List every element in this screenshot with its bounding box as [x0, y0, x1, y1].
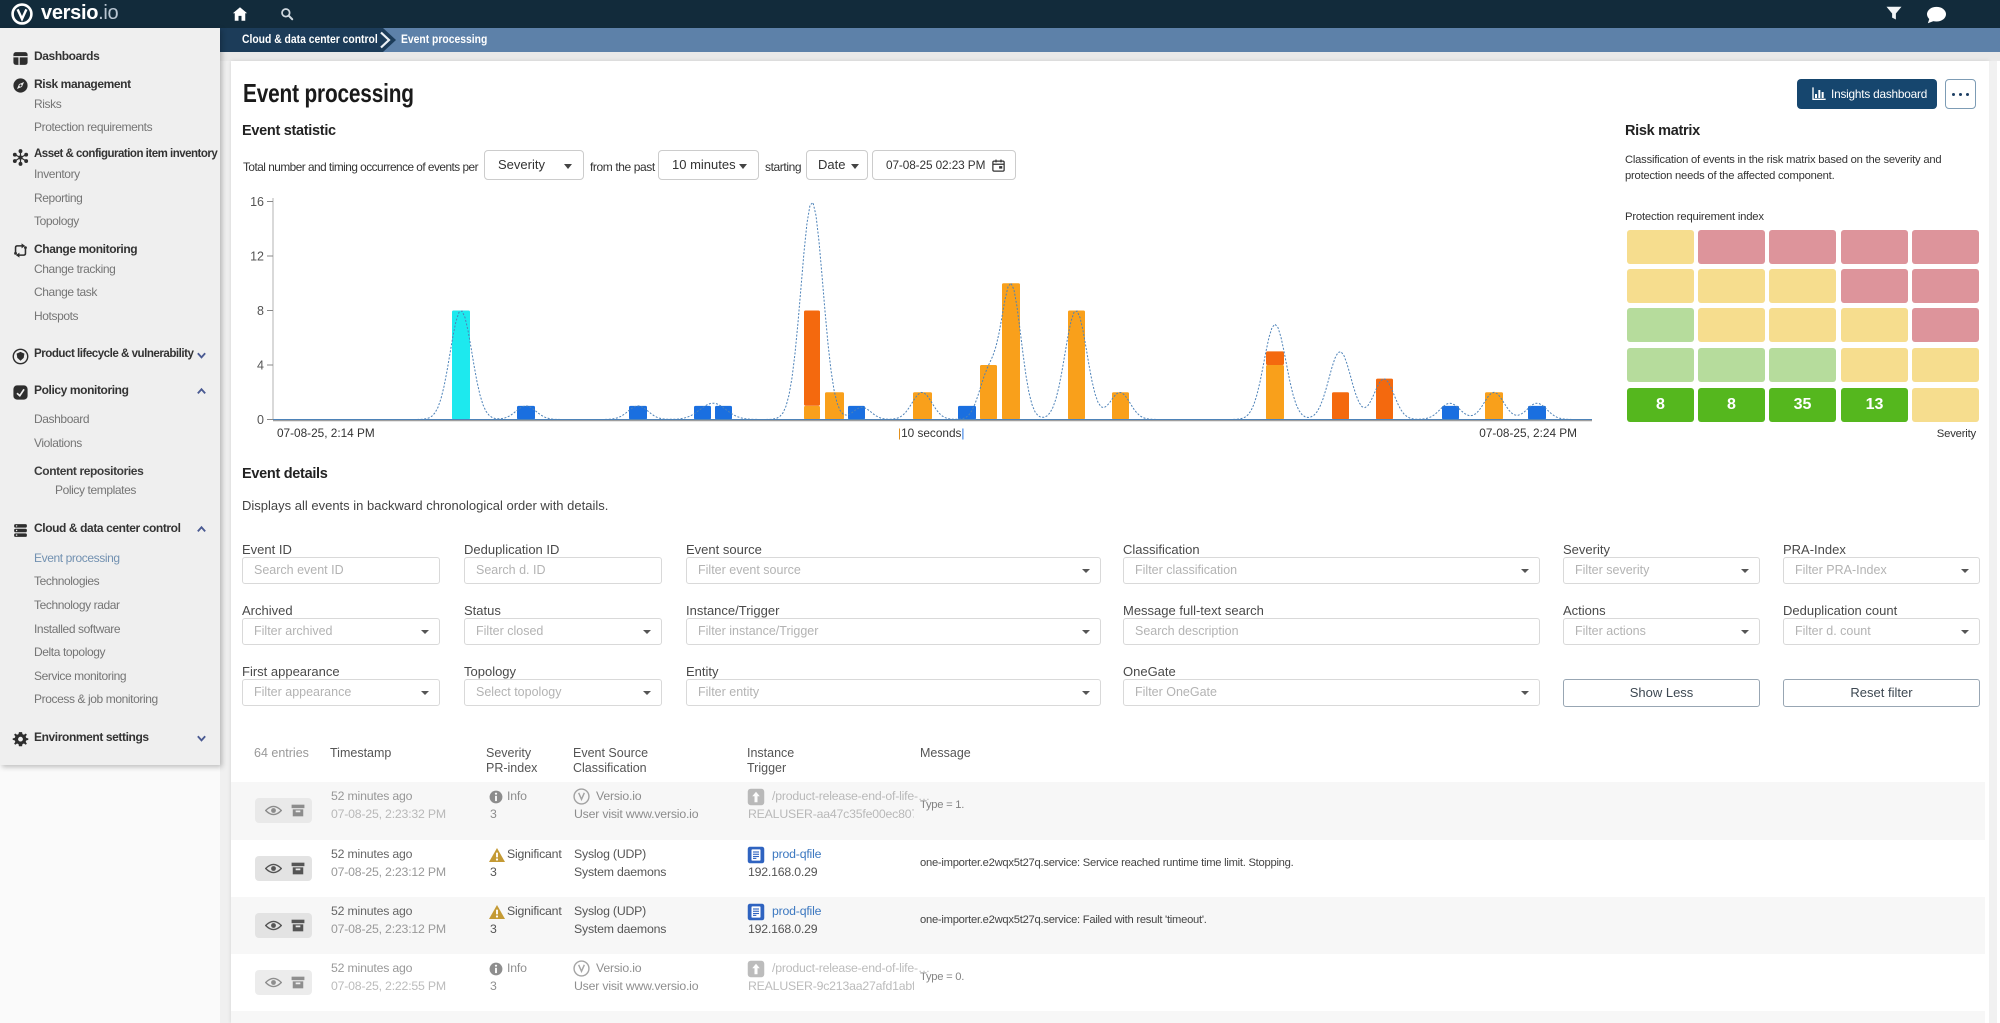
svg-text:16: 16: [250, 195, 264, 209]
svg-text:0: 0: [257, 413, 264, 427]
svg-text:8: 8: [257, 304, 264, 318]
svg-text:07-08-25, 2:14 PM: 07-08-25, 2:14 PM: [277, 426, 375, 440]
svg-text:4: 4: [257, 359, 264, 373]
svg-text:07-08-25, 2:24 PM: 07-08-25, 2:24 PM: [1479, 426, 1577, 440]
svg-text:12: 12: [250, 250, 264, 264]
svg-text:|10 seconds|: |10 seconds|: [898, 426, 965, 440]
